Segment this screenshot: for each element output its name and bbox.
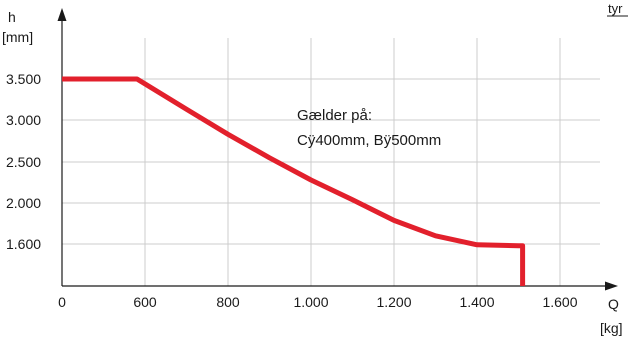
- x-tick-label: 1.400: [459, 294, 494, 310]
- y-tick-label: 3.500: [6, 71, 41, 87]
- y-tick-label: 1.600: [6, 236, 41, 252]
- x-tick-label: 1.600: [542, 294, 577, 310]
- y-axis-arrow: [57, 8, 67, 21]
- grid: [62, 38, 600, 286]
- y-tick-label: 2.000: [6, 195, 41, 211]
- axes: [57, 8, 618, 291]
- labels: h [mm] Q [kg] tyr Gælder på: Cÿ400mm, Bÿ…: [2, 1, 628, 336]
- x-tick-label: 800: [216, 294, 240, 310]
- x-tick-label: 1.200: [376, 294, 411, 310]
- x-tick-label: 1.000: [293, 294, 328, 310]
- x-tick-label: 600: [133, 294, 157, 310]
- y-tick-label: 3.000: [6, 112, 41, 128]
- x-tick-label: 0: [58, 294, 66, 310]
- x-axis-arrow: [605, 281, 618, 291]
- x-axis-unit: [kg]: [600, 320, 623, 336]
- series: [62, 76, 526, 286]
- annotation-line-2: Cÿ400mm, Bÿ500mm: [297, 132, 441, 149]
- corner-label: tyr: [608, 1, 623, 16]
- series-line: [62, 76, 526, 286]
- y-axis-label: h: [8, 9, 16, 25]
- x-axis-label: Q: [608, 296, 619, 312]
- y-tick-label: 2.500: [6, 154, 41, 170]
- annotation-line-1: Gælder på:: [297, 107, 372, 124]
- y-axis-unit: [mm]: [2, 29, 33, 45]
